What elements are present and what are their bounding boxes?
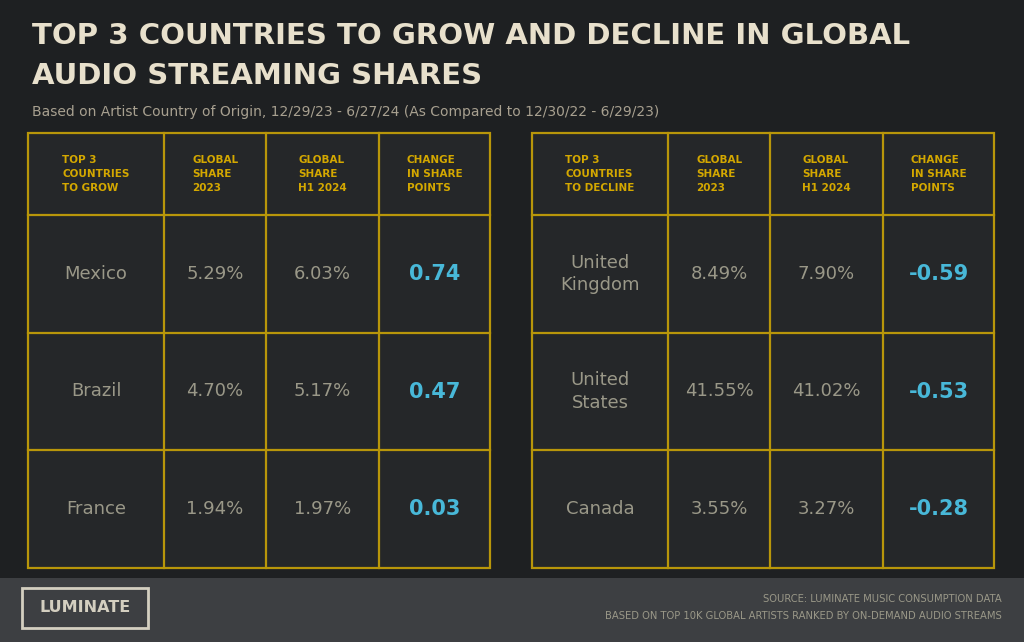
Text: TOP 3 COUNTRIES TO GROW AND DECLINE IN GLOBAL: TOP 3 COUNTRIES TO GROW AND DECLINE IN G… (32, 22, 910, 50)
Text: LUMINATE: LUMINATE (39, 600, 131, 616)
Text: 1.97%: 1.97% (294, 500, 351, 518)
Text: SOURCE: LUMINATE MUSIC CONSUMPTION DATA: SOURCE: LUMINATE MUSIC CONSUMPTION DATA (763, 594, 1002, 604)
Text: 4.70%: 4.70% (186, 383, 244, 401)
Text: GLOBAL
SHARE
H1 2024: GLOBAL SHARE H1 2024 (802, 155, 851, 193)
Text: 7.90%: 7.90% (798, 265, 855, 283)
Text: CHANGE
IN SHARE
POINTS: CHANGE IN SHARE POINTS (407, 155, 463, 193)
Text: Brazil: Brazil (71, 383, 122, 401)
Bar (28, 133, 490, 568)
Text: 0.74: 0.74 (409, 264, 460, 284)
Text: 0.03: 0.03 (409, 499, 460, 519)
Text: 41.02%: 41.02% (793, 383, 861, 401)
Text: Canada: Canada (566, 500, 635, 518)
Text: 3.27%: 3.27% (798, 500, 855, 518)
Text: BASED ON TOP 10K GLOBAL ARTISTS RANKED BY ON-DEMAND AUDIO STREAMS: BASED ON TOP 10K GLOBAL ARTISTS RANKED B… (605, 611, 1002, 621)
Text: 5.29%: 5.29% (186, 265, 244, 283)
Text: 5.17%: 5.17% (294, 383, 351, 401)
Text: GLOBAL
SHARE
2023: GLOBAL SHARE 2023 (696, 155, 742, 193)
Text: GLOBAL
SHARE
2023: GLOBAL SHARE 2023 (193, 155, 239, 193)
Text: Mexico: Mexico (65, 265, 128, 283)
Text: TOP 3
COUNTRIES
TO DECLINE: TOP 3 COUNTRIES TO DECLINE (565, 155, 635, 193)
Text: Based on Artist Country of Origin, 12/29/23 - 6/27/24 (As Compared to 12/30/22 -: Based on Artist Country of Origin, 12/29… (32, 105, 659, 119)
Text: 6.03%: 6.03% (294, 265, 351, 283)
Text: 0.47: 0.47 (409, 381, 460, 401)
Bar (0, 578, 1024, 642)
Text: 8.49%: 8.49% (690, 265, 748, 283)
Text: 3.55%: 3.55% (690, 500, 748, 518)
Text: United
States: United States (570, 372, 630, 412)
Text: United
Kingdom: United Kingdom (560, 254, 640, 294)
Text: GLOBAL
SHARE
H1 2024: GLOBAL SHARE H1 2024 (298, 155, 347, 193)
Text: 41.55%: 41.55% (685, 383, 754, 401)
Text: -0.28: -0.28 (908, 499, 969, 519)
Bar (532, 133, 994, 568)
Bar (22, 588, 148, 628)
Text: CHANGE
IN SHARE
POINTS: CHANGE IN SHARE POINTS (910, 155, 967, 193)
Text: -0.53: -0.53 (908, 381, 969, 401)
Text: TOP 3
COUNTRIES
TO GROW: TOP 3 COUNTRIES TO GROW (62, 155, 130, 193)
Text: -0.59: -0.59 (908, 264, 969, 284)
Text: France: France (67, 500, 126, 518)
Text: 1.94%: 1.94% (186, 500, 244, 518)
Text: AUDIO STREAMING SHARES: AUDIO STREAMING SHARES (32, 62, 482, 90)
